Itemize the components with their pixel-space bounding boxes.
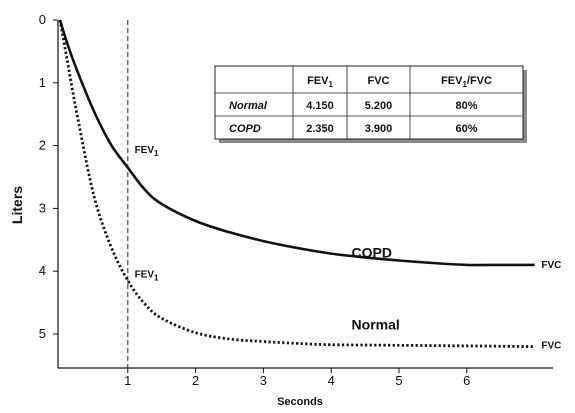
table-cell: 2.350: [306, 123, 334, 135]
y-tick-label: 1: [39, 75, 46, 90]
x-tick-label: 5: [395, 373, 402, 388]
table-header-2: FVC: [368, 75, 390, 87]
series-group: [58, 19, 535, 348]
annotation-label-copd: COPD: [352, 244, 392, 260]
annotation-fvc-normal: FVC: [541, 340, 561, 351]
table-frame: [214, 65, 524, 140]
table-cell: 60%: [455, 123, 477, 135]
table-cell: 4.150: [306, 100, 334, 112]
table-cell: 80%: [455, 100, 477, 112]
annotation-fvc-copd: FVC: [541, 260, 561, 271]
table-cell: 3.900: [365, 123, 393, 135]
annotation-fev1-normal: FEV1: [135, 269, 159, 282]
series-line-normal: [58, 19, 535, 348]
summary-table: FEV1 FVC FEV1/FVC Normal 4.150 5.200 80% COPD 2.…: [214, 65, 527, 143]
y-tick-label: 5: [39, 326, 46, 341]
y-tick-label: 2: [39, 138, 46, 153]
annotations-group: FEV1 FEV1 COPD Normal FVC FVC: [135, 145, 562, 351]
x-tick-label: 1: [124, 373, 131, 388]
x-tick-label: 3: [260, 373, 267, 388]
table-row-label: COPD: [229, 123, 261, 135]
x-tick-label: 2: [192, 373, 199, 388]
annotation-label-normal: Normal: [352, 317, 400, 333]
table-row-label: Normal: [229, 100, 268, 112]
table-cell: 5.200: [365, 100, 393, 112]
table-header-3: FEV1/FVC: [441, 75, 492, 89]
y-tick-label: 4: [39, 263, 46, 278]
y-tick-label: 0: [39, 12, 46, 27]
axes: 0 1 2 3 4 5 1 2 3 4 5 6: [39, 12, 553, 388]
series-line-copd: [58, 19, 535, 267]
annotation-fev1-copd: FEV1: [135, 145, 159, 158]
table-header-1: FEV1: [307, 75, 333, 89]
x-axis-title: Seconds: [277, 396, 323, 408]
y-tick-label: 3: [39, 200, 46, 215]
x-tick-label: 4: [328, 373, 335, 388]
y-axis-title: Liters: [9, 186, 25, 224]
x-tick-label: 6: [463, 373, 470, 388]
